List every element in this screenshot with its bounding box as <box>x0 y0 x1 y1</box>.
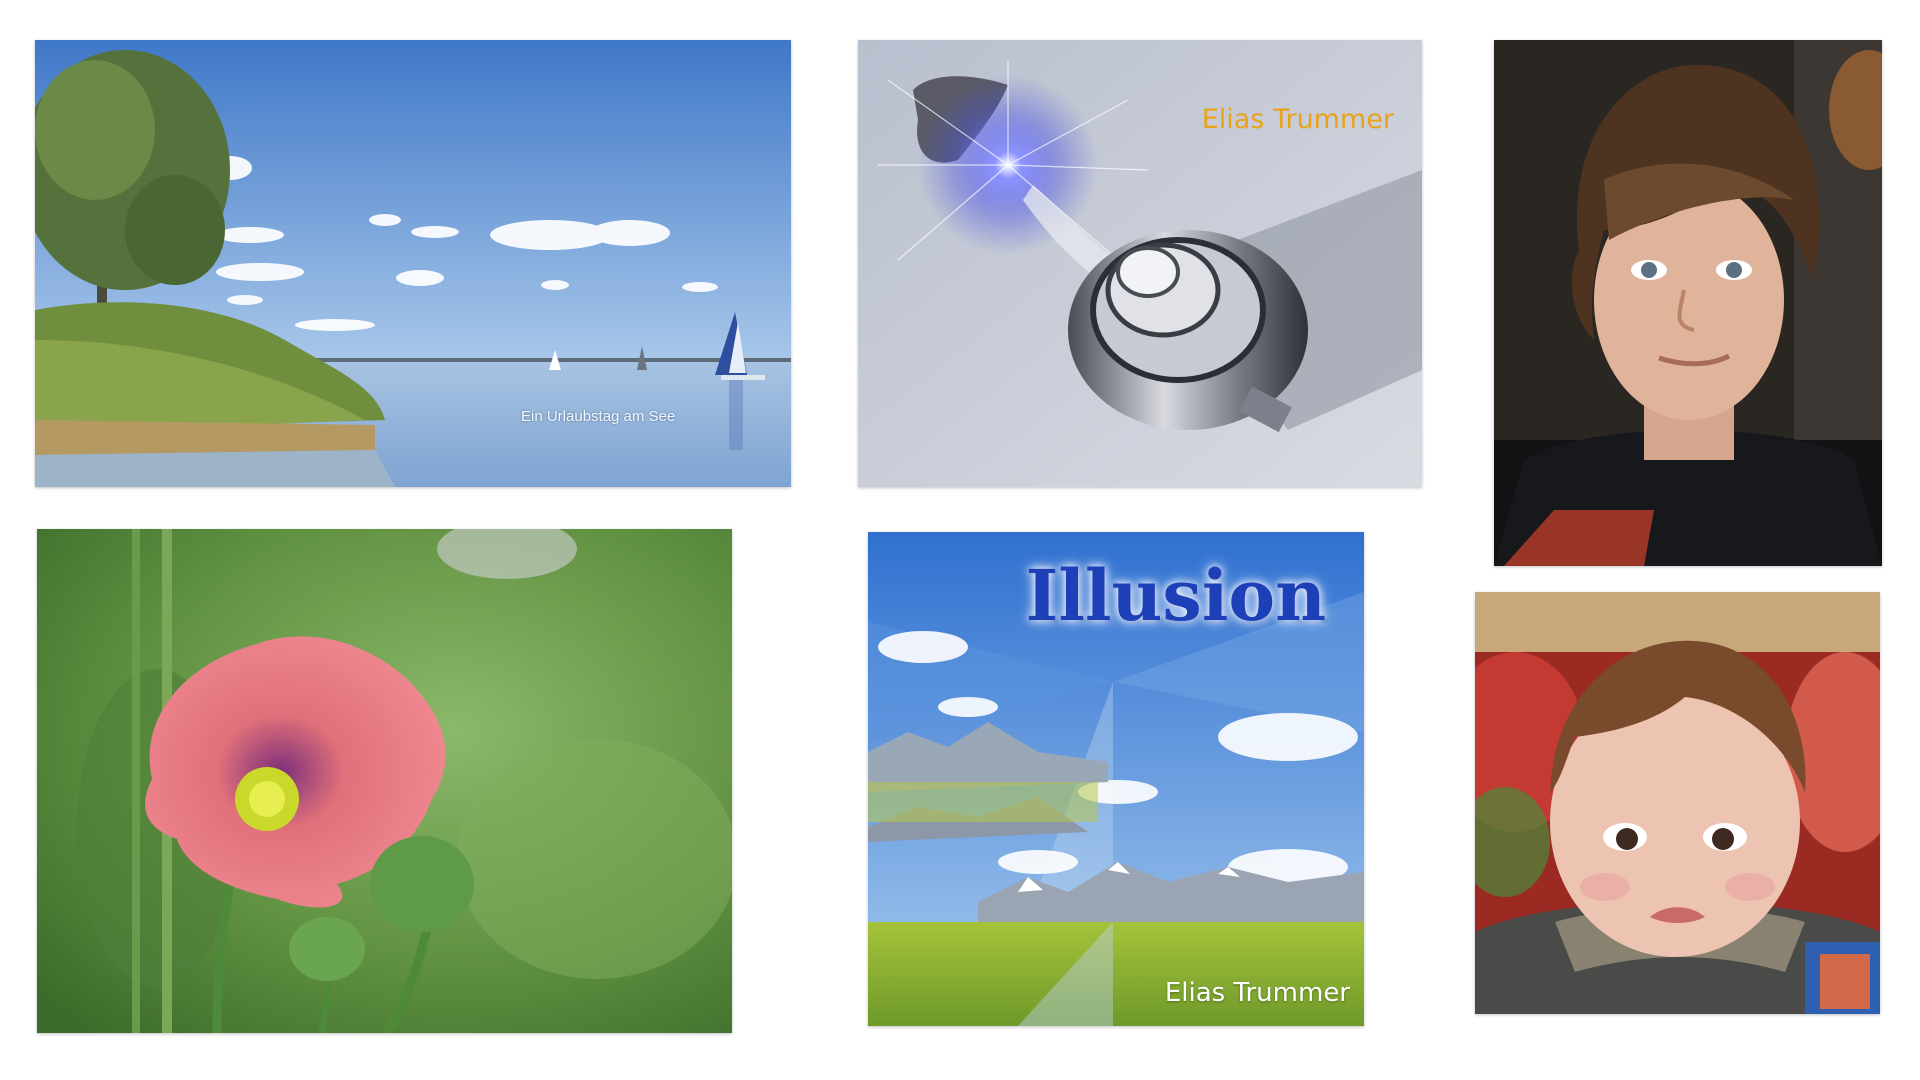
lake-photo[interactable]: Ein Urlaubstag am See <box>35 40 791 487</box>
boy-portrait-image <box>1494 40 1882 566</box>
illusion-signature: Elias Trummer <box>1164 978 1350 1008</box>
illusion-title: Illusion <box>1025 554 1326 637</box>
boy-portrait-photo[interactable] <box>1494 40 1882 566</box>
illusion-poster[interactable]: Illusion Elias Trummer <box>868 532 1364 1026</box>
baby-portrait-photo[interactable] <box>1475 592 1880 1014</box>
lake-caption: Ein Urlaubstag am See <box>521 408 676 425</box>
bulb-caption: Elias Trummer <box>1201 104 1394 135</box>
poppy-flower-image <box>37 529 732 1033</box>
baby-portrait-image <box>1475 592 1880 1014</box>
light-bulb-photo[interactable]: Elias Trummer <box>858 40 1422 487</box>
illusion-poster-image <box>868 532 1364 1026</box>
light-bulb-image <box>858 40 1422 487</box>
poppy-flower-photo[interactable] <box>37 529 732 1033</box>
lake-image <box>35 40 791 487</box>
